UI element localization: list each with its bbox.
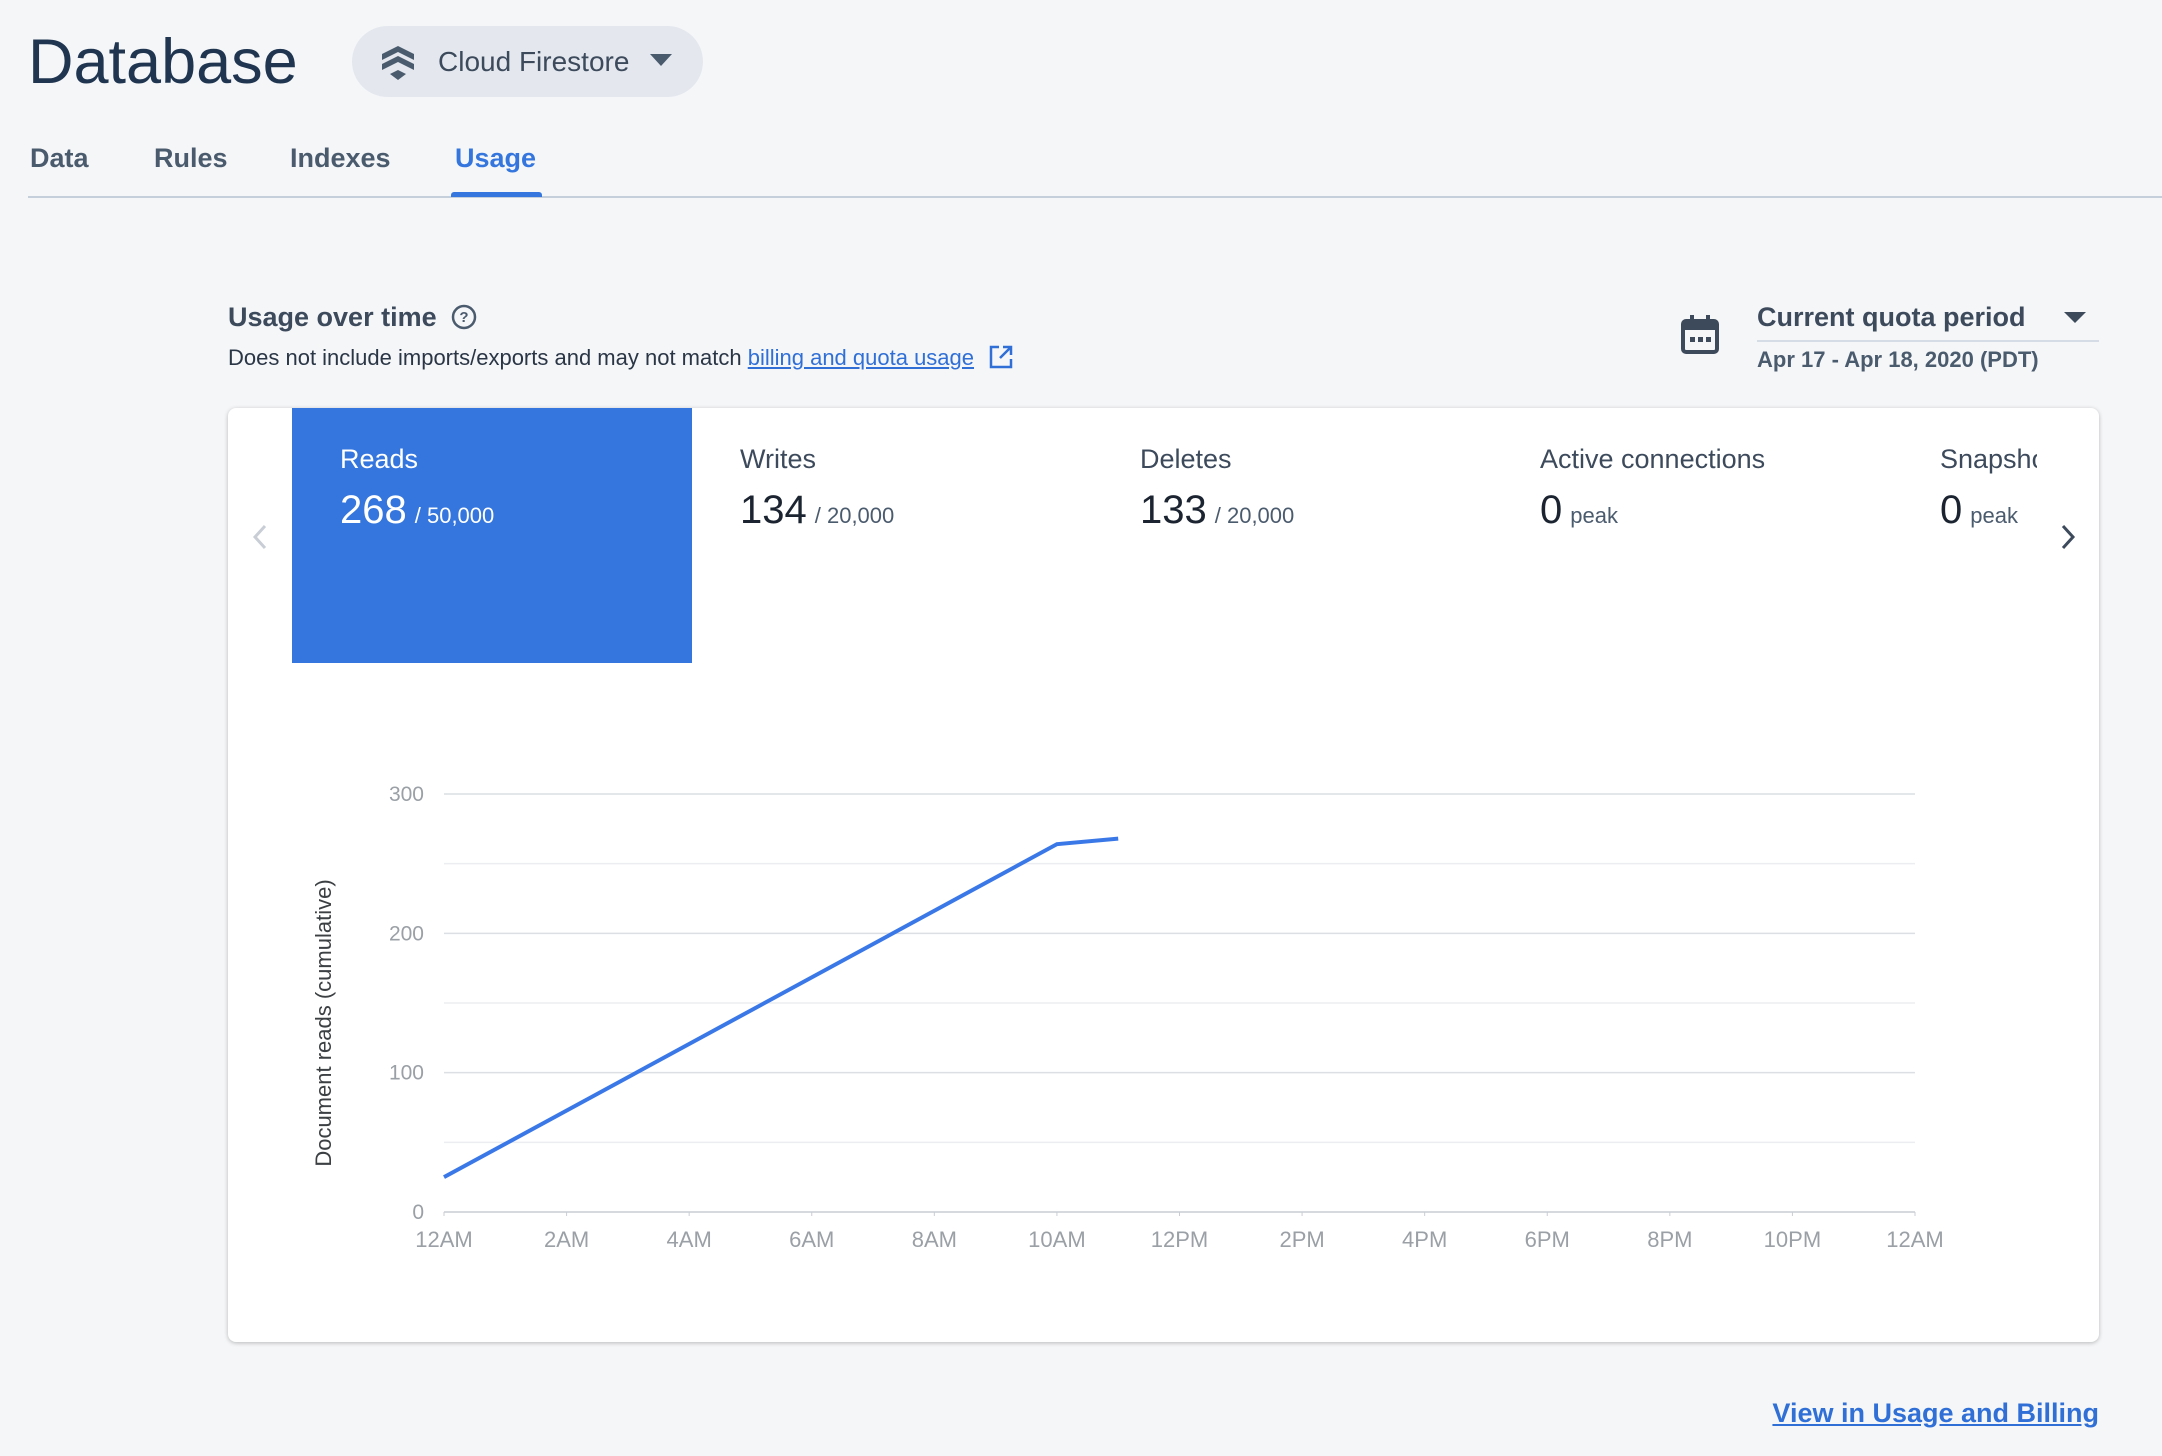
x-tick-label: 6AM xyxy=(789,1227,834,1252)
x-tick-label: 10PM xyxy=(1764,1227,1821,1252)
y-tick-label: 300 xyxy=(389,783,424,806)
prev-arrow[interactable] xyxy=(250,522,270,552)
product-selector[interactable] xyxy=(352,26,703,97)
x-tick-label: 4AM xyxy=(667,1227,712,1252)
metric-label: Snapshot listeners xyxy=(1940,444,2037,474)
tab[interactable]: Indexes xyxy=(290,143,391,173)
x-tick-label: 8PM xyxy=(1647,1227,1692,1252)
x-tick-label: 8AM xyxy=(912,1227,957,1252)
metric-tile[interactable]: Deletes 133 / 20,000 xyxy=(1092,408,1492,663)
chart: 0 100 200 300 12AM 2AM 4AM 6AM 8AM 10AM 12PM 2PM 4PM… xyxy=(311,783,1944,1252)
metric-value: 0 xyxy=(1940,488,1963,532)
tab-active[interactable]: Usage xyxy=(455,143,537,173)
metric-value-row: 268 / 50,000 xyxy=(340,488,494,533)
metric-sub: peak xyxy=(1970,503,2018,528)
metric-sub: / 50,000 xyxy=(414,503,495,528)
metric-tile[interactable]: Snapshot listeners 0 peak xyxy=(1892,408,2037,663)
metric-label: Deletes xyxy=(1140,444,1232,474)
y-tick-label: 0 xyxy=(412,1201,424,1224)
section-note: Does not include imports/exports and may… xyxy=(228,344,1014,371)
metric-value-row: 133 / 20,000 xyxy=(1140,488,1294,533)
metric-tile[interactable]: Reads 268 / 50,000 xyxy=(292,408,692,663)
metric-value: 134 xyxy=(740,488,807,532)
x-tick-label: 2PM xyxy=(1279,1227,1324,1252)
metric-label: Writes xyxy=(740,444,817,474)
x-tick-label: 4PM xyxy=(1402,1227,1447,1252)
calendar-icon xyxy=(1681,315,1719,354)
dropdown-arrow xyxy=(650,54,672,66)
x-tick-label: 6PM xyxy=(1525,1227,1570,1252)
data-line xyxy=(443,836,1119,1179)
tab-indicator xyxy=(451,192,542,197)
y-axis-title: Document reads (cumulative) xyxy=(311,879,336,1166)
metric-strip: Reads 268/ 50,000 Writes 134/ 20,000 Deletes… xyxy=(292,408,2037,663)
metric-value-row: 0 peak xyxy=(1540,488,1618,533)
x-tick-label: 12PM xyxy=(1151,1227,1208,1252)
next-arrow[interactable] xyxy=(2058,522,2078,552)
link[interactable]: billing and quota usage xyxy=(747,345,975,370)
metric-tile[interactable]: Active connections 0 peak xyxy=(1492,408,1892,663)
period-dates: Apr 17 - Apr 18, 2020 (PDT) xyxy=(1757,347,2039,372)
footer-link[interactable]: View in Usage and Billing xyxy=(1772,1398,2099,1428)
metric-sub: / 20,000 xyxy=(1214,503,1295,528)
metric-value-row: 0 peak xyxy=(1940,488,2018,533)
firestore-icon xyxy=(382,46,414,80)
help-icon[interactable]: ? xyxy=(450,303,478,331)
tab[interactable]: Data xyxy=(30,143,89,173)
usage-card: Reads 268/ 50,000 Writes 134/ 20,000 Deletes… xyxy=(228,408,2099,1342)
svg-text:?: ? xyxy=(460,309,469,326)
x-tick-label: 10AM xyxy=(1028,1227,1085,1252)
period-underline xyxy=(1757,340,2099,342)
metric-label: Active connections xyxy=(1540,444,1766,474)
dropdown-arrow[interactable] xyxy=(2064,312,2086,324)
product-name: Cloud Firestore xyxy=(438,46,630,77)
period-selector[interactable]: Current quota period xyxy=(1757,302,2026,332)
page-title: Database xyxy=(28,27,298,97)
metric-value: 0 xyxy=(1540,488,1563,532)
section-title: Usage over time ? xyxy=(228,302,478,333)
y-tick-label: 200 xyxy=(389,922,424,945)
note-text: Does not include imports/exports and may… xyxy=(228,345,742,370)
metric-tile[interactable]: Writes 134 / 20,000 xyxy=(692,408,1092,663)
external-link-icon[interactable] xyxy=(988,344,1014,370)
metric-sub: peak xyxy=(1570,503,1618,528)
metric-value: 268 xyxy=(340,488,407,532)
x-tick-label: 12AM xyxy=(1886,1227,1943,1252)
metric-sub: / 20,000 xyxy=(814,503,895,528)
metric-value: 133 xyxy=(1140,488,1207,532)
section-title-text: Usage over time xyxy=(228,302,437,332)
x-tick-label: 2AM xyxy=(544,1227,589,1252)
x-tick-label: 12AM xyxy=(415,1227,472,1252)
metric-value-row: 134 / 20,000 xyxy=(740,488,894,533)
tab[interactable]: Rules xyxy=(154,143,228,173)
metric-label: Reads xyxy=(340,444,419,474)
y-tick-label: 100 xyxy=(389,1062,424,1085)
tab-divider xyxy=(28,196,2162,198)
